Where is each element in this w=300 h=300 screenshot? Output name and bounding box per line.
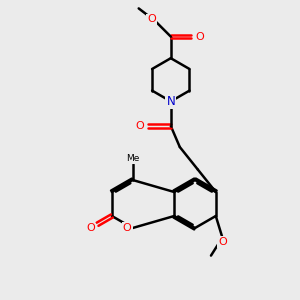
Text: O: O [218,237,227,247]
Text: Me: Me [126,154,139,163]
Text: O: O [195,32,204,42]
Text: O: O [86,224,95,233]
Text: O: O [147,14,156,25]
Text: O: O [136,121,145,131]
Text: O: O [123,223,132,233]
Text: N: N [167,95,175,108]
